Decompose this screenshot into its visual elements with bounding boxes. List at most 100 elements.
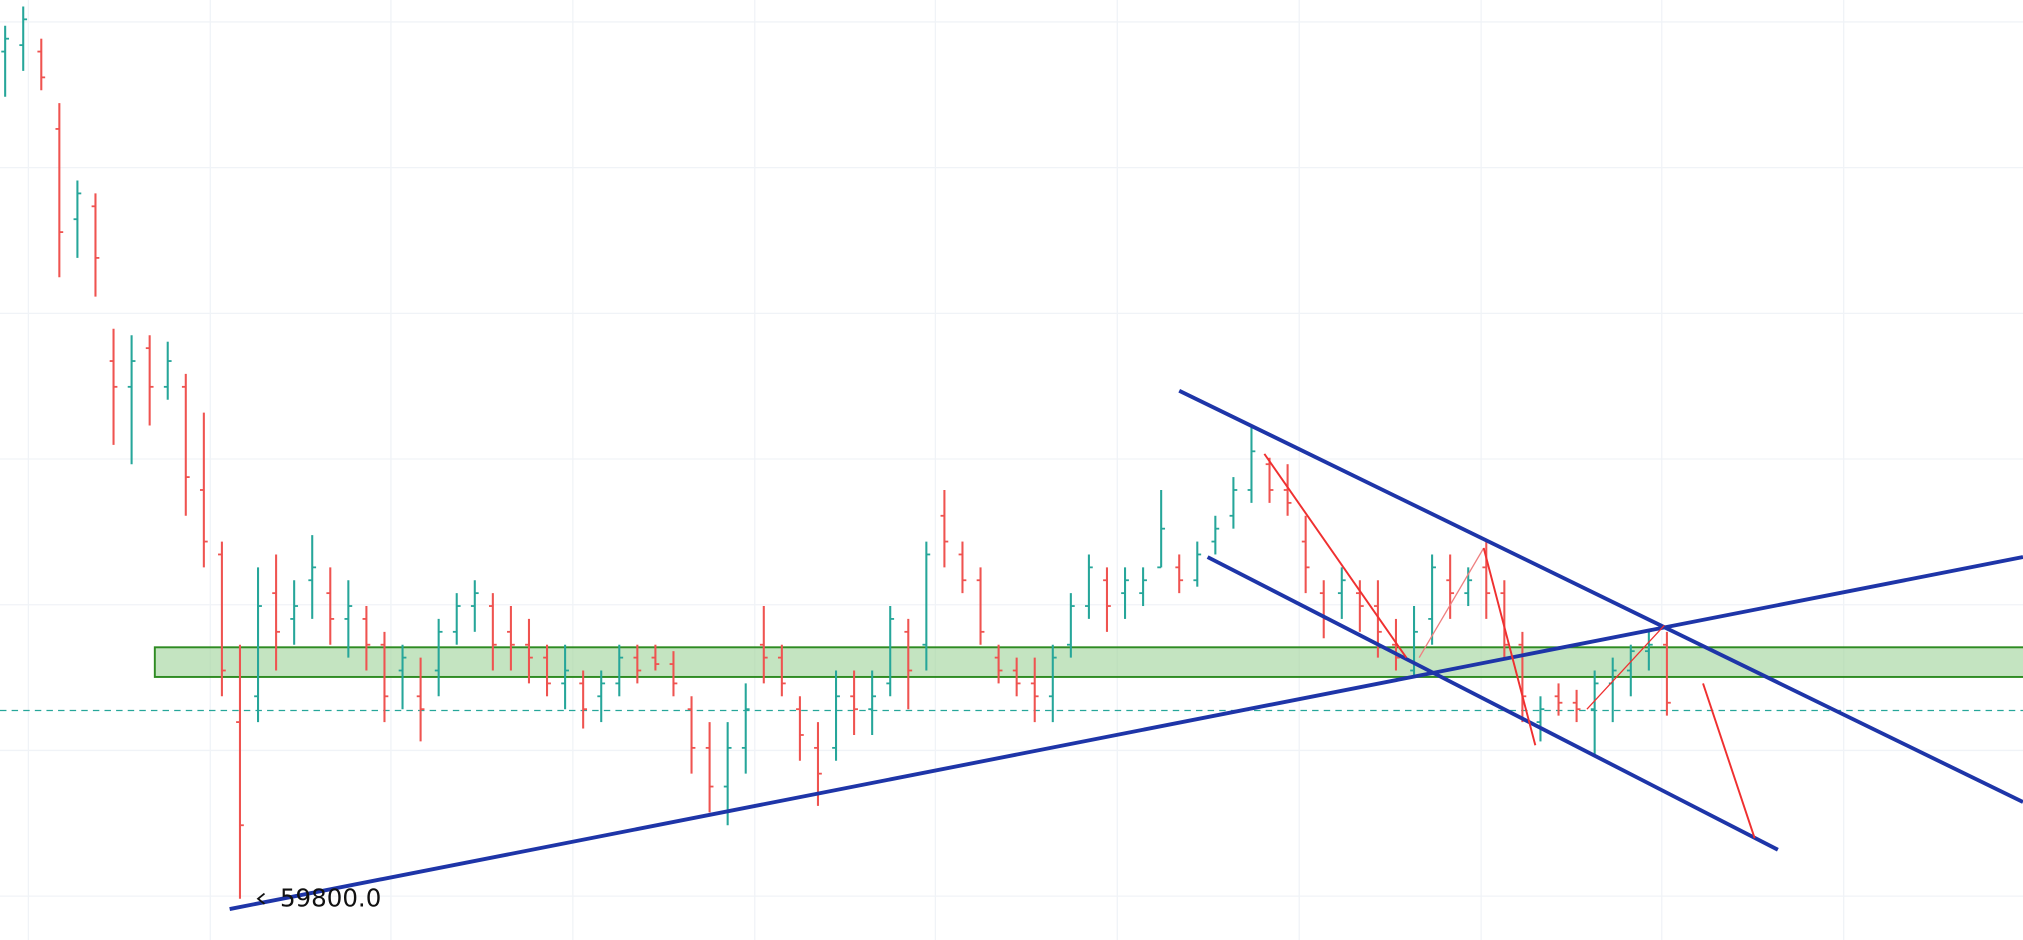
ohlc-bar — [777, 644, 786, 697]
ohlc-bar — [163, 341, 172, 400]
ohlc-bar — [850, 670, 858, 735]
ohlc-bar — [55, 103, 64, 278]
ohlc-bar — [37, 38, 46, 91]
projection — [1482, 547, 1537, 746]
ohlc-bar — [904, 618, 913, 710]
ohlc-bar — [1247, 425, 1256, 503]
ohlc-bar — [1103, 567, 1111, 632]
ohlc-bar — [1644, 631, 1653, 671]
low-marker-label: 59800.0 — [280, 883, 381, 912]
trendline — [1206, 555, 1779, 852]
ohlc-bar — [940, 489, 949, 568]
ohlc-bar — [236, 644, 244, 899]
ohlc-bar — [398, 644, 407, 710]
ohlc-bar — [1554, 683, 1563, 716]
ohlc-bar — [1085, 554, 1093, 619]
ohlc-bar — [109, 328, 118, 445]
ohlc-bar — [416, 657, 425, 742]
ohlc-bar — [1139, 567, 1147, 607]
ohlc-bar — [1121, 567, 1129, 619]
ohlc-bar — [1, 25, 10, 97]
ohlc-bar — [1229, 477, 1238, 529]
ohlc-bar — [254, 567, 262, 723]
ohlc-bar — [579, 670, 588, 729]
ohlc-bar — [1536, 696, 1545, 742]
ohlc-bar — [759, 606, 768, 684]
support-zone — [153, 646, 2023, 678]
ohlc-bar — [1048, 644, 1057, 723]
bars — [1, 6, 1671, 899]
projection — [1702, 683, 1756, 839]
ohlc-bar — [452, 593, 461, 645]
ohlc-bar — [597, 670, 606, 723]
ohlc-bar — [832, 670, 840, 761]
ohlc-bar — [344, 580, 353, 658]
ohlc-bar — [145, 335, 154, 426]
projection — [1586, 624, 1665, 710]
ohlc-bar — [615, 644, 624, 697]
ohlc-bar — [651, 644, 660, 671]
drawings — [229, 388, 2023, 911]
projection — [1263, 453, 1408, 659]
ohlc-bar — [1193, 541, 1202, 587]
ohlc-bar — [470, 580, 479, 632]
ohlc-bar — [741, 683, 750, 774]
projection — [1418, 547, 1485, 658]
ohlc-bar — [561, 644, 569, 710]
ohlc-bar — [1301, 515, 1310, 594]
ohlc-bar — [91, 193, 100, 297]
ohlc-bar — [434, 618, 443, 697]
ohlc-bar — [1265, 457, 1274, 503]
ohlc-bar — [1211, 515, 1220, 555]
trendline — [229, 555, 2023, 911]
ohlc-bar — [181, 373, 190, 516]
ohlc-bar — [1572, 689, 1581, 723]
ohlc-bar — [127, 335, 136, 465]
ohlc-bar — [218, 541, 226, 697]
ohlc-bar — [976, 567, 985, 645]
ohlc-bar — [1626, 644, 1635, 697]
ohlc-bar — [1446, 554, 1455, 619]
ohlc-bar — [488, 593, 497, 671]
trendline — [1178, 388, 2023, 804]
ohlc-bar — [362, 606, 371, 671]
ohlc-bar — [886, 606, 895, 697]
ohlc-bar — [199, 412, 208, 568]
ohlc-bar — [1319, 580, 1328, 639]
ohlc-bar — [868, 670, 877, 735]
ohlc-bar — [380, 631, 389, 723]
ohlc-bar — [1030, 657, 1039, 723]
ohlc-bar — [1590, 670, 1599, 755]
ohlc-bar — [1663, 631, 1671, 716]
ohlc-bar — [994, 644, 1003, 684]
ohlc-bar — [507, 606, 515, 671]
ohlc-bar — [1337, 567, 1346, 619]
ohlc-bar — [525, 618, 533, 684]
ohlc-bar — [1428, 554, 1436, 645]
ohlc-bar — [633, 644, 642, 684]
low-marker-arrow — [256, 892, 266, 905]
ohlc-bar — [19, 6, 28, 71]
ohlc-bar — [308, 535, 317, 619]
ohlc-bar — [669, 651, 678, 697]
ohlc-bar — [1012, 657, 1021, 697]
ohlc-bar — [723, 722, 732, 826]
ohlc-bar — [73, 180, 82, 258]
ohlc-bar — [326, 567, 335, 645]
ohlc-bar — [1482, 541, 1491, 619]
ohlc-bar — [543, 644, 551, 697]
ohlc-bar — [922, 541, 931, 671]
ohlc-bar — [796, 696, 804, 761]
ohlc-bar — [1175, 554, 1184, 594]
ohlc-bar — [1157, 489, 1166, 569]
ohlc-bar — [1283, 464, 1292, 516]
ohlc-bar — [1392, 618, 1400, 671]
ohlc-bar — [1066, 593, 1075, 658]
ohlc-bar — [290, 580, 299, 645]
ohlc-bar — [1355, 580, 1364, 632]
ohlc-bar — [705, 722, 714, 813]
ohlc-bar — [272, 554, 280, 671]
